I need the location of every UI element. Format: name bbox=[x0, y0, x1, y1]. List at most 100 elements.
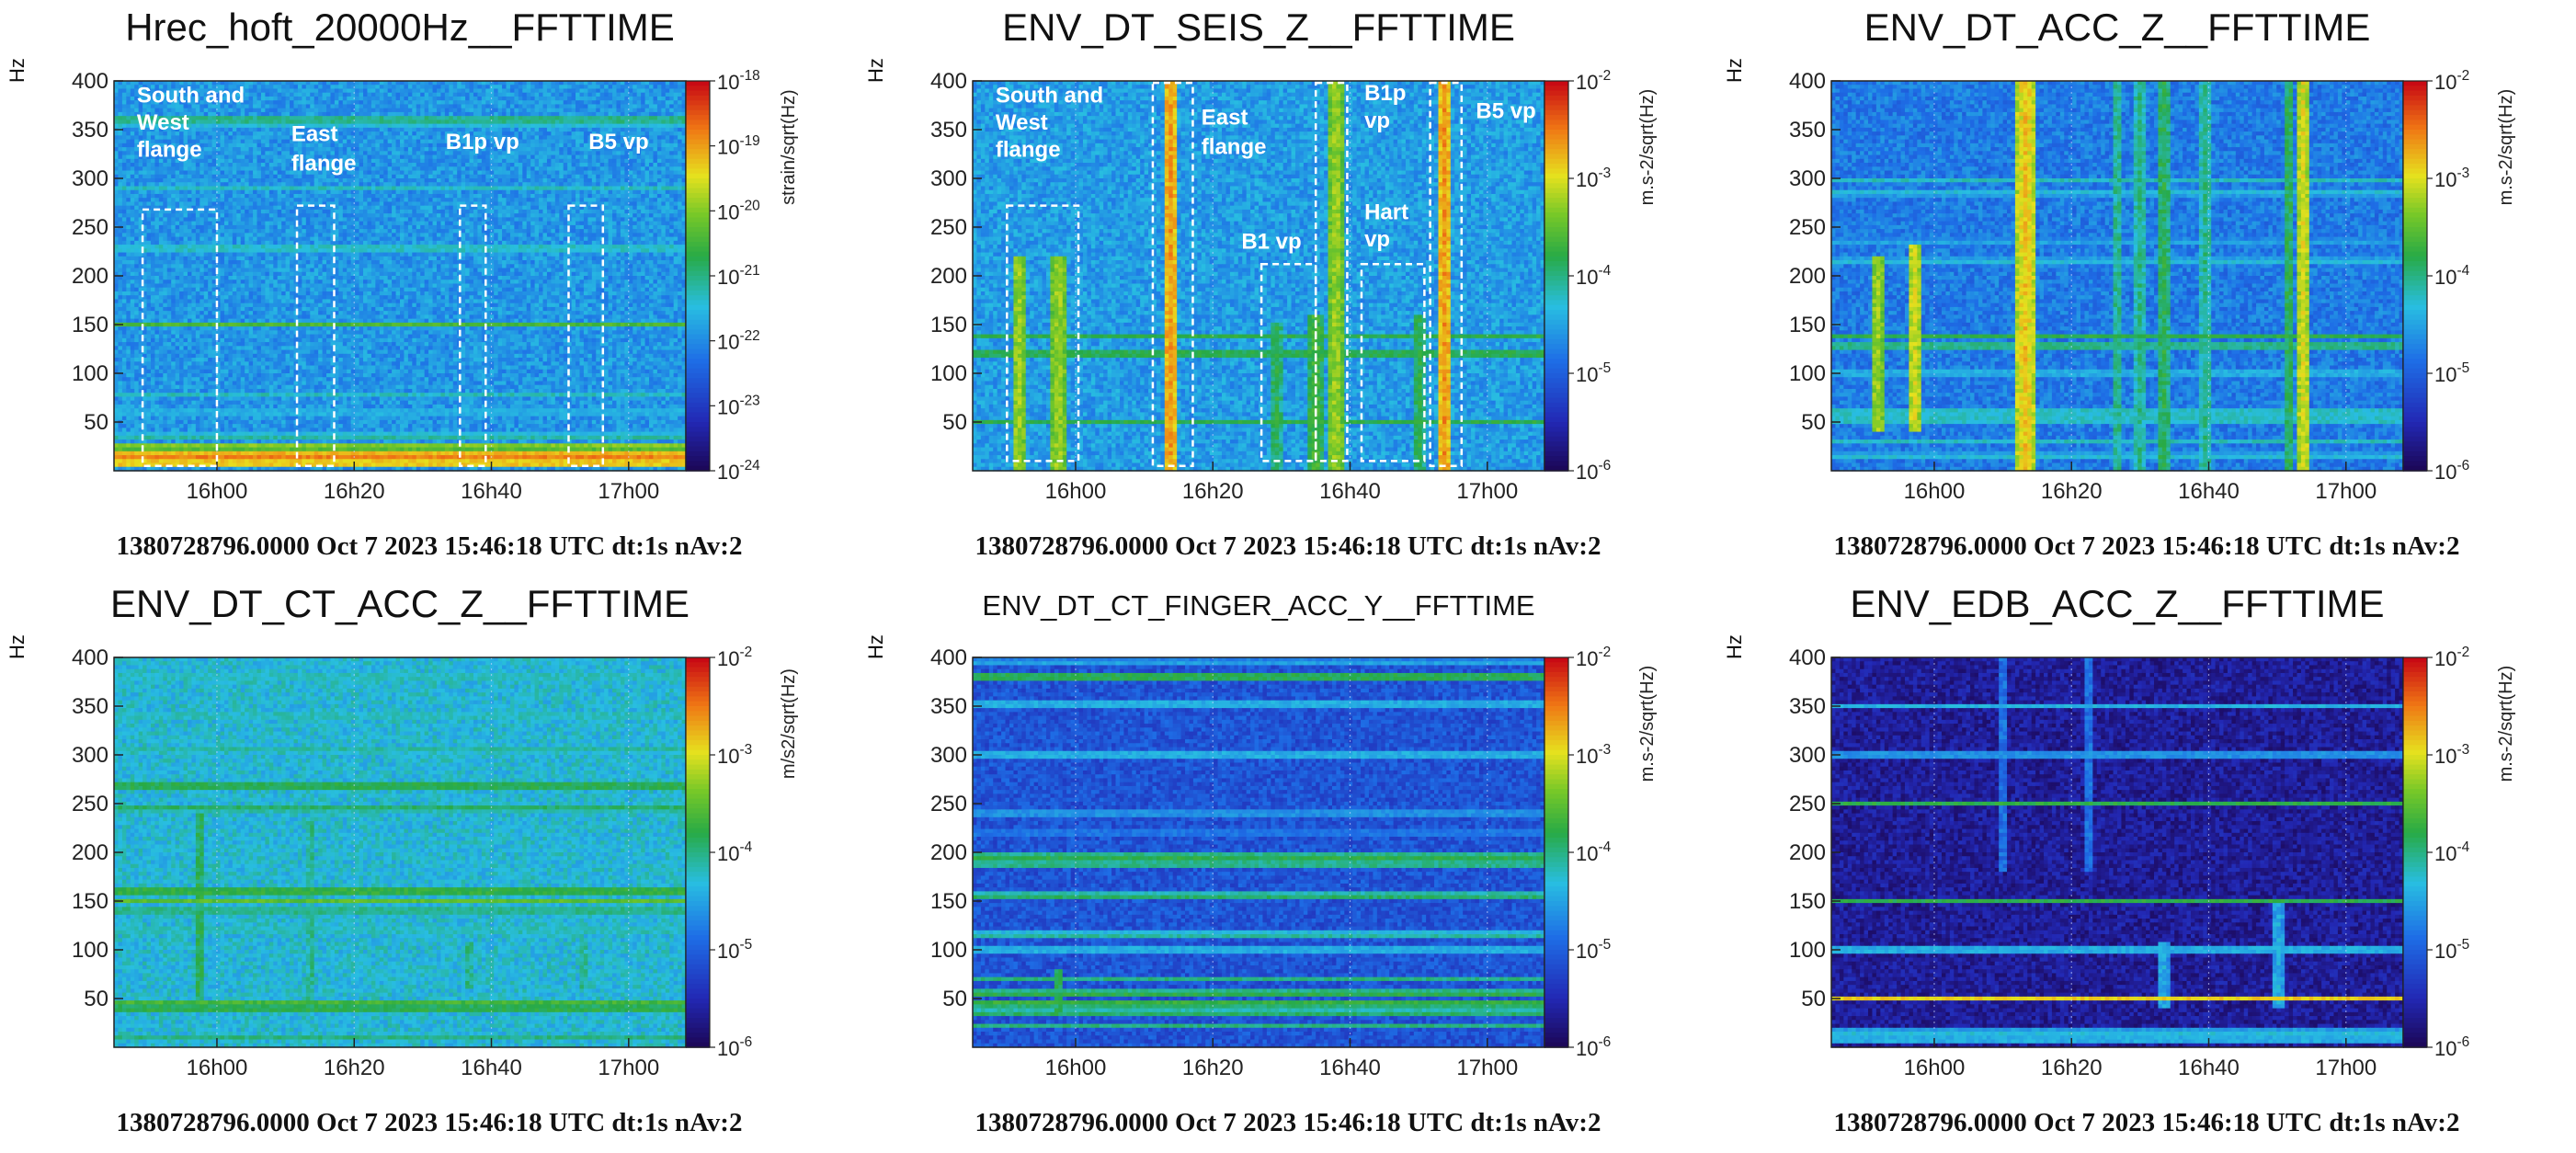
spectrogram-cell bbox=[359, 104, 364, 108]
spectrogram-cell bbox=[323, 217, 327, 222]
spectrogram-cell bbox=[380, 131, 384, 136]
spectrogram-cell bbox=[236, 120, 241, 124]
spectrogram-cell bbox=[433, 178, 438, 183]
spectrogram-cell bbox=[530, 186, 535, 190]
spectrogram-cell bbox=[404, 85, 408, 89]
spectrogram-cell bbox=[184, 186, 188, 190]
spectrogram-cell bbox=[473, 120, 478, 124]
spectrogram-cell bbox=[151, 175, 155, 179]
spectrogram-cell bbox=[669, 104, 674, 108]
spectrogram-cell bbox=[371, 171, 376, 176]
spectrogram-cell bbox=[527, 210, 531, 214]
spectrogram-cell bbox=[335, 116, 339, 120]
spectrogram-cell bbox=[543, 108, 548, 113]
spectrogram-cell bbox=[653, 93, 657, 97]
spectrogram-cell bbox=[661, 116, 666, 120]
spectrogram-cell bbox=[604, 97, 609, 101]
spectrogram-cell bbox=[204, 155, 209, 160]
spectrogram-cell bbox=[629, 155, 633, 160]
spectrogram-cell bbox=[131, 124, 135, 129]
spectrogram-cell bbox=[208, 201, 212, 206]
spectrogram-cell bbox=[564, 171, 568, 176]
spectrogram-cell bbox=[567, 186, 572, 190]
spectrogram-cell bbox=[245, 97, 249, 101]
spectrogram-cell bbox=[649, 112, 654, 117]
spectrogram-cell bbox=[416, 175, 421, 179]
spectrogram-cell bbox=[281, 175, 286, 179]
spectrogram-cell bbox=[535, 100, 540, 105]
spectrogram-cell bbox=[400, 171, 405, 176]
spectrogram-cell bbox=[498, 97, 503, 101]
spectrogram-cell bbox=[616, 186, 621, 190]
spectrogram-cell bbox=[245, 155, 249, 160]
spectrogram-cell bbox=[485, 178, 490, 183]
spectrogram-cell bbox=[269, 97, 274, 101]
spectrogram-cell bbox=[600, 190, 605, 195]
spectrogram-cell bbox=[375, 88, 380, 93]
spectrogram-cell bbox=[338, 178, 343, 183]
spectrogram-cell bbox=[249, 151, 254, 155]
spectrogram-cell bbox=[510, 166, 515, 171]
spectrogram-cell bbox=[245, 120, 249, 124]
spectrogram-cell bbox=[609, 206, 613, 211]
spectrogram-cell bbox=[253, 190, 257, 195]
spectrogram-cell bbox=[400, 100, 405, 105]
spectrogram-cell bbox=[645, 194, 650, 199]
spectrogram-cell bbox=[641, 213, 645, 218]
spectrogram-cell bbox=[661, 182, 666, 187]
spectrogram-cell bbox=[645, 186, 650, 190]
spectrogram-cell bbox=[310, 108, 314, 113]
spectrogram-cell bbox=[281, 124, 286, 129]
spectrogram-cell bbox=[179, 171, 184, 176]
spectrogram-cell bbox=[131, 112, 135, 117]
spectrogram-cell bbox=[318, 210, 323, 214]
spectrogram-cell bbox=[404, 178, 408, 183]
spectrogram-cell bbox=[490, 112, 495, 117]
spectrogram-cell bbox=[527, 206, 531, 211]
spectrogram-cell bbox=[154, 186, 159, 190]
spectrogram-cell bbox=[624, 171, 629, 176]
spectrogram-cell bbox=[204, 108, 209, 113]
spectrogram-cell bbox=[462, 166, 466, 171]
spectrogram-cell bbox=[527, 128, 531, 132]
spectrogram-cell bbox=[221, 143, 225, 148]
spectrogram-cell bbox=[404, 159, 408, 164]
spectrogram-cell bbox=[363, 116, 368, 120]
spectrogram-cell bbox=[564, 85, 568, 89]
spectrogram-cell bbox=[572, 175, 576, 179]
spectrogram-cell bbox=[281, 210, 286, 214]
spectrogram-cell bbox=[208, 198, 212, 202]
spectrogram-cell bbox=[126, 104, 131, 108]
spectrogram-cell bbox=[510, 194, 515, 199]
spectrogram-cell bbox=[281, 182, 286, 187]
spectrogram-cell bbox=[539, 166, 543, 171]
spectrogram-cell bbox=[412, 210, 416, 214]
spectrogram-cell bbox=[310, 182, 314, 187]
spectrogram-cell bbox=[154, 166, 159, 171]
spectrogram-cell bbox=[359, 97, 364, 101]
spectrogram-cell bbox=[241, 210, 245, 214]
spectrogram-cell bbox=[530, 93, 535, 97]
spectrogram-cell bbox=[261, 186, 266, 190]
spectrogram-cell bbox=[236, 186, 241, 190]
spectrogram-cell bbox=[131, 213, 135, 218]
spectrogram-cell bbox=[233, 217, 237, 222]
spectrogram-cell bbox=[428, 85, 433, 89]
spectrogram-cell bbox=[351, 108, 356, 113]
spectrogram-cell bbox=[507, 163, 511, 167]
spectrogram-cell bbox=[367, 120, 371, 124]
spectrogram-cell bbox=[470, 175, 474, 179]
spectrogram-cell bbox=[392, 143, 396, 148]
spectrogram-cell bbox=[527, 116, 531, 120]
spectrogram-cell bbox=[359, 116, 364, 120]
spectrogram-cell bbox=[355, 116, 359, 120]
spectrogram-cell bbox=[539, 131, 543, 136]
spectrogram-cell bbox=[236, 140, 241, 144]
spectrogram-cell bbox=[388, 147, 393, 152]
spectrogram-cell bbox=[494, 171, 498, 176]
spectrogram-cell bbox=[404, 155, 408, 160]
spectrogram-cell bbox=[527, 190, 531, 195]
spectrogram-cell bbox=[596, 100, 600, 105]
spectrogram-cell bbox=[131, 108, 135, 113]
spectrogram-cell bbox=[428, 112, 433, 117]
